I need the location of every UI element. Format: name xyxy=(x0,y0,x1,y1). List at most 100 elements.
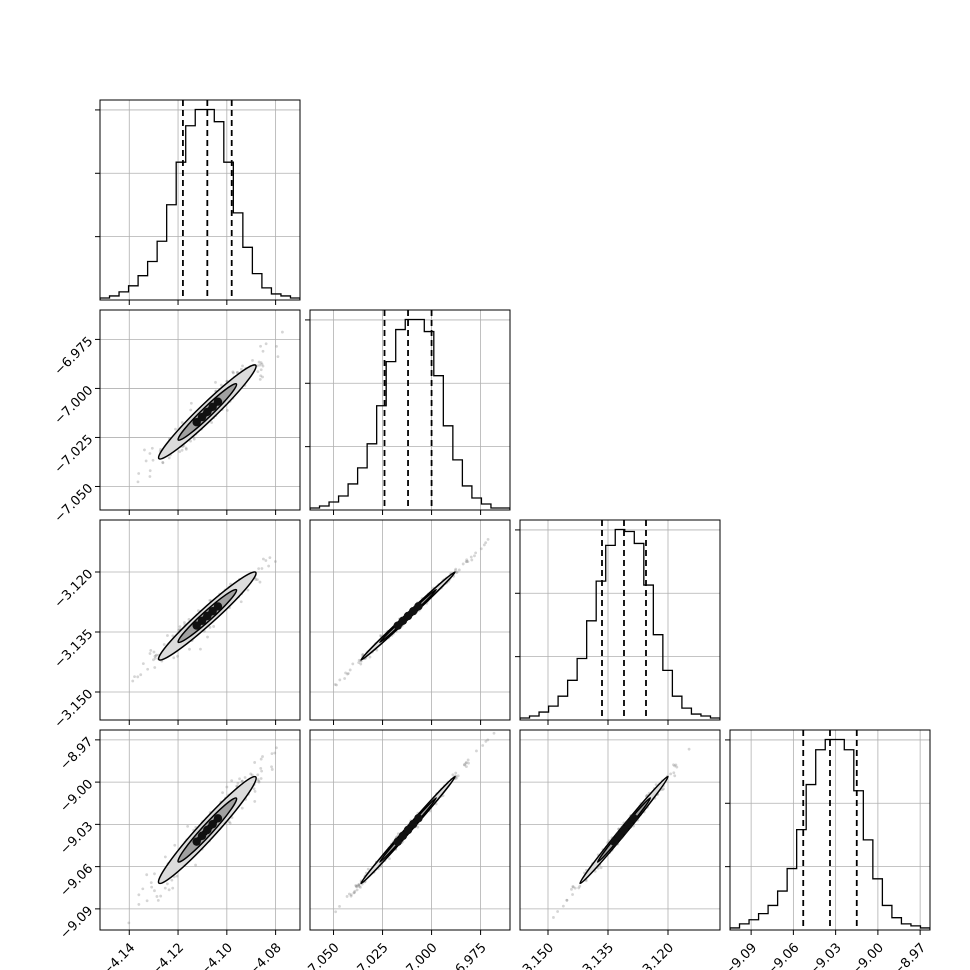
y-tick-label-1-0: −7.050 xyxy=(52,481,97,526)
density-peak-3-0-3 xyxy=(208,819,217,829)
scatter-point-2-0-255 xyxy=(212,625,216,628)
density-peak-1-0-1 xyxy=(197,412,207,422)
scatter-point-2-0-9 xyxy=(141,662,145,666)
scatter-point-3-0-5 xyxy=(141,887,145,891)
scatter-point-3-1-158 xyxy=(464,761,468,764)
density-peak-1-0-0 xyxy=(192,418,201,427)
density-peak-1-0-3 xyxy=(208,402,217,412)
scatter-point-3-0-2 xyxy=(227,820,231,824)
scatter-point-3-0-189 xyxy=(163,886,167,890)
frame-3-3 xyxy=(729,729,931,931)
scatter-point-3-1-92 xyxy=(466,758,470,762)
x-tick-label-3-4: −8.97 xyxy=(890,940,929,970)
scatter-point-2-0-202 xyxy=(176,654,179,658)
scatter-point-1-0-194 xyxy=(136,480,140,484)
scatter-point-1-0-129 xyxy=(261,364,265,368)
scatter-point-2-1-46 xyxy=(344,671,347,675)
scatter-point-3-0-89 xyxy=(230,779,234,782)
scatter-point-1-0-31 xyxy=(260,362,264,366)
scatter-point-3-1-102 xyxy=(347,892,351,896)
scatter-point-3-1-85 xyxy=(481,744,485,747)
scatter-point-2-1-222 xyxy=(461,562,465,566)
y-tick-label-2-2: −3.120 xyxy=(52,567,97,612)
scatter-point-3-1-154 xyxy=(416,825,420,829)
scatter-point-2-1-97 xyxy=(346,672,350,675)
scatter-point-3-0-153 xyxy=(257,780,261,784)
scatter-point-3-1-137 xyxy=(355,884,358,888)
scatter-point-3-2-241 xyxy=(561,904,565,908)
density-peak-3-2-4 xyxy=(629,814,638,823)
scatter-point-3-2-178 xyxy=(573,886,577,890)
scatter-point-2-0-94 xyxy=(187,618,191,621)
panel-0-0 xyxy=(95,99,301,305)
scatter-point-2-1-62 xyxy=(333,683,337,686)
scatter-point-3-0-48 xyxy=(137,893,141,897)
scatter-point-1-0-239 xyxy=(236,370,239,374)
scatter-point-2-1-161 xyxy=(466,560,470,564)
density-peak-1-0-2 xyxy=(203,407,212,417)
scatter-point-2-1-213 xyxy=(351,662,355,666)
scatter-point-3-1-171 xyxy=(338,904,341,908)
scatter-point-2-0-169 xyxy=(166,634,169,637)
scatter-point-2-0-151 xyxy=(152,658,155,662)
density-peak-2-0-3 xyxy=(208,606,217,616)
panel-2-2 xyxy=(515,519,721,725)
scatter-point-1-0-86 xyxy=(148,475,152,478)
scatter-point-1-0-29 xyxy=(143,448,146,452)
density-peak-2-0-4 xyxy=(213,602,223,611)
scatter-point-1-0-215 xyxy=(150,446,154,450)
scatter-point-1-0-223 xyxy=(161,460,165,464)
scatter-point-3-2-182 xyxy=(571,893,574,896)
x-tick-label-1-3: −6.975 xyxy=(445,940,490,970)
scatter-point-3-2-155 xyxy=(577,886,581,890)
scatter-point-3-0-93 xyxy=(175,874,179,878)
scatter-point-3-0-31 xyxy=(153,872,156,876)
scatter-point-2-0-68 xyxy=(153,666,157,669)
scatter-point-2-1-121 xyxy=(338,678,342,682)
scatter-point-3-0-19 xyxy=(275,746,278,750)
y-tick-label-3-2: −9.03 xyxy=(58,819,97,858)
scatter-point-3-0-184 xyxy=(186,824,190,828)
scatter-point-2-1-183 xyxy=(464,560,468,564)
scatter-point-1-0-0 xyxy=(325,297,328,300)
scatter-point-1-0-231 xyxy=(180,448,184,452)
scatter-point-1-0-234 xyxy=(167,456,171,460)
scatter-point-1-0-53 xyxy=(259,344,262,348)
scatter-point-3-1-7 xyxy=(355,884,359,888)
scatter-point-1-0-176 xyxy=(258,377,262,381)
frame-1-1 xyxy=(309,309,511,511)
scatter-point-3-2-242 xyxy=(672,763,675,767)
scatter-point-2-1-118 xyxy=(482,543,486,547)
scatter-point-2-0-119 xyxy=(152,650,156,654)
scatter-point-3-1-51 xyxy=(366,867,370,871)
scatter-point-3-0-232 xyxy=(156,898,160,902)
scatter-point-2-0-70 xyxy=(139,673,143,677)
frame-1-0 xyxy=(99,309,301,511)
scatter-point-1-0-170 xyxy=(144,459,148,463)
scatter-point-3-1-20 xyxy=(354,884,358,887)
scatter-point-3-2-249 xyxy=(556,910,560,913)
scatter-point-3-2-52 xyxy=(673,774,677,778)
scatter-point-2-0-128 xyxy=(199,647,202,651)
x-tick-label-1-0: −7.050 xyxy=(298,940,343,970)
scatter-point-3-1-250 xyxy=(484,740,488,743)
frame-2-2 xyxy=(519,519,721,721)
scatter-point-3-0-257 xyxy=(252,787,256,791)
scatter-point-2-1-158 xyxy=(465,559,469,563)
scatter-point-3-2-88 xyxy=(674,763,678,767)
y-tick-label-2-1: −3.135 xyxy=(52,627,97,672)
scatter-point-3-2-73 xyxy=(672,771,676,775)
scatter-point-3-2-25 xyxy=(675,765,679,769)
scatter-point-3-0-243 xyxy=(117,933,120,936)
scatter-point-2-0-28 xyxy=(255,578,259,582)
scatter-point-1-0-256 xyxy=(184,446,188,450)
scatter-2-0 xyxy=(131,556,277,683)
scatter-point-3-1-35 xyxy=(349,894,353,898)
scatter-point-1-0-241 xyxy=(151,458,155,462)
y-tick-label-3-1: −9.06 xyxy=(58,861,97,900)
scatter-point-2-0-44 xyxy=(197,609,200,613)
frame-2-1 xyxy=(309,519,511,721)
histogram-2 xyxy=(520,528,720,720)
scatter-point-3-1-129 xyxy=(451,773,455,777)
scatter-point-1-0-21 xyxy=(148,452,152,455)
